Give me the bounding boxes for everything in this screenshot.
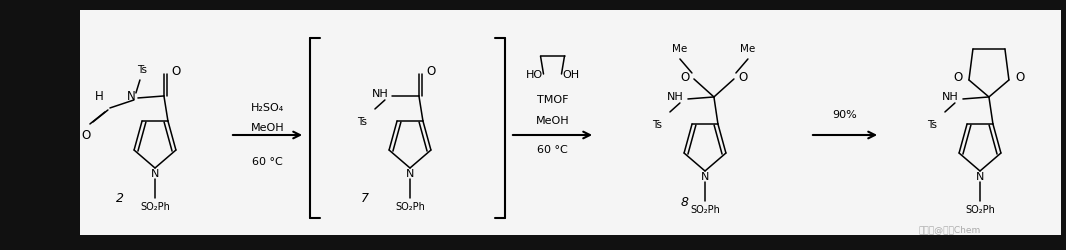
Text: NH: NH: [942, 92, 959, 102]
Text: Ts: Ts: [927, 120, 937, 130]
Text: Me: Me: [673, 44, 688, 54]
Text: H₂SO₄: H₂SO₄: [251, 103, 285, 113]
Text: SO₂Ph: SO₂Ph: [690, 205, 720, 215]
Text: TMOF: TMOF: [537, 95, 568, 105]
Text: 搜狐号@化解Chem: 搜狐号@化解Chem: [919, 226, 981, 234]
Text: N: N: [127, 90, 136, 104]
Text: MeOH: MeOH: [536, 116, 569, 126]
Text: N: N: [975, 172, 984, 182]
Text: MeOH: MeOH: [251, 123, 285, 133]
Text: SO₂Ph: SO₂Ph: [140, 202, 169, 212]
Text: SO₂Ph: SO₂Ph: [965, 205, 995, 215]
Text: 60 °C: 60 °C: [253, 157, 282, 167]
Text: N: N: [406, 169, 415, 179]
Text: O: O: [426, 66, 435, 78]
Text: HO: HO: [526, 70, 543, 80]
Text: O: O: [738, 72, 747, 85]
Text: H: H: [95, 90, 103, 103]
Text: O: O: [171, 66, 180, 78]
Text: 60 °C: 60 °C: [537, 145, 568, 155]
Text: NH: NH: [667, 92, 684, 102]
Bar: [80, 10, 1061, 235]
Text: Ts: Ts: [136, 65, 147, 75]
Text: Me: Me: [740, 44, 756, 54]
Text: 7: 7: [361, 192, 369, 204]
Text: 2: 2: [116, 192, 124, 204]
Text: 90%: 90%: [833, 110, 857, 120]
Text: O: O: [954, 72, 963, 85]
Text: O: O: [681, 72, 690, 85]
Text: SO₂Ph: SO₂Ph: [395, 202, 425, 212]
Text: Ts: Ts: [357, 117, 367, 127]
Text: 8: 8: [681, 196, 689, 208]
Text: O: O: [81, 129, 91, 142]
Text: O: O: [1015, 72, 1024, 85]
Text: N: N: [150, 169, 159, 179]
Text: OH: OH: [562, 70, 579, 80]
Text: NH: NH: [372, 89, 389, 99]
Text: Ts: Ts: [652, 120, 662, 130]
Text: N: N: [700, 172, 709, 182]
